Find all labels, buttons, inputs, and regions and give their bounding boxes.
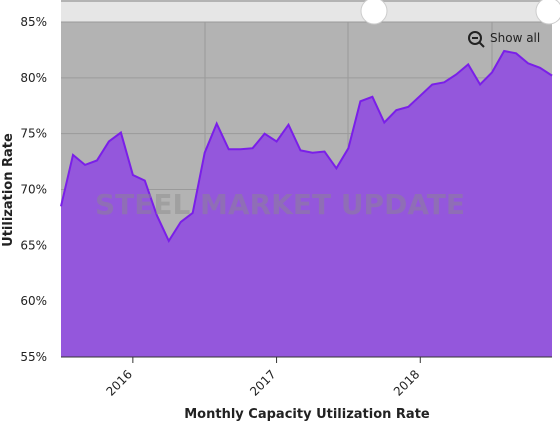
x-tick-label: 2018 [391, 367, 422, 398]
zoom-icon [468, 31, 482, 45]
button-label[interactable]: Show all [490, 31, 540, 45]
navigator-handle[interactable] [535, 0, 560, 25]
y-tick-label: 70% [20, 183, 47, 197]
area [61, 51, 552, 357]
line [60, 49, 553, 243]
y-tick-label: 60% [20, 294, 47, 308]
y-tick-label: 75% [20, 127, 47, 141]
y-tick-label: 80% [20, 71, 47, 85]
y-tick-label: 85% [20, 15, 47, 29]
y-tick-label: 65% [20, 238, 47, 252]
navigator-track[interactable] [61, 2, 552, 22]
y-axis-title: Utilization Rate [1, 133, 16, 247]
show-all-button[interactable]: Show all [468, 31, 540, 48]
navigator-handle[interactable] [360, 0, 388, 25]
x-axis-title: Monthly Capacity Utilization Rate [184, 407, 430, 422]
watermark: STEEL MARKET UPDATE [95, 188, 465, 221]
y-tick-label: 55% [20, 350, 47, 364]
x-tick-label: 2017 [247, 367, 278, 398]
zoom-icon [478, 41, 485, 48]
x-tick-label: 2016 [103, 367, 134, 398]
